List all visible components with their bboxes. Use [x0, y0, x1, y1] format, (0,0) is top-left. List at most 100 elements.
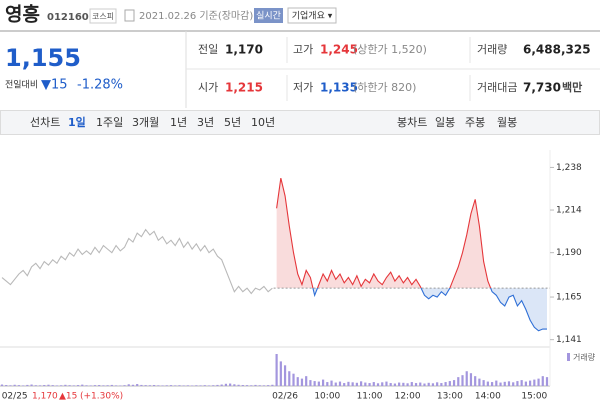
tab[interactable]: 1주일	[96, 115, 123, 129]
realtime-badge[interactable]	[254, 8, 283, 23]
y-tick-label: 1,214	[556, 206, 582, 216]
volume-bar	[461, 375, 464, 386]
volume-bar	[0, 384, 4, 386]
volume-bar	[385, 381, 388, 386]
volume-bar	[47, 384, 50, 386]
x-tick-label: 14:00	[475, 392, 501, 402]
stock-code: 012160	[47, 12, 89, 23]
volume-bar	[127, 384, 130, 386]
volume-bar	[444, 382, 447, 386]
volume-bar	[51, 385, 54, 386]
volume-bar	[241, 385, 244, 386]
tab[interactable]: 1년	[170, 116, 187, 129]
prev-change: ▲15	[59, 392, 77, 402]
volume-bar	[157, 385, 160, 386]
price-line	[276, 177, 547, 332]
volume-bar	[457, 377, 460, 386]
y-tick-label: 1,141	[556, 335, 582, 345]
volume-bar	[123, 385, 126, 386]
volume-bar	[233, 384, 236, 386]
volume-bar	[393, 383, 397, 386]
volume-bar	[292, 373, 295, 386]
volume-bar	[220, 384, 223, 386]
area-fill	[276, 178, 547, 331]
stock-name: 영흥	[5, 3, 40, 26]
date: 2021.02.26 기준(장마감)	[139, 10, 253, 22]
change: ▼15	[41, 78, 68, 93]
stat-label: 전일	[198, 42, 218, 56]
volume-bar	[452, 380, 456, 386]
volume-bar	[372, 382, 375, 386]
volume-bar	[410, 382, 413, 386]
volume-bar	[64, 384, 67, 386]
change-label: 전일대비	[5, 80, 38, 91]
x-tick-label: 10:00	[314, 392, 340, 402]
volume-bar	[144, 385, 147, 386]
volume-bar	[55, 385, 59, 386]
realtime-label[interactable]: 실시간	[256, 11, 281, 22]
volume-bar	[360, 381, 363, 386]
volume-bar	[262, 385, 266, 386]
volume-bar	[423, 383, 426, 386]
tab[interactable]: 월봉	[497, 116, 517, 129]
stat-label: 거래대금	[477, 81, 517, 94]
volume-bar	[499, 382, 502, 386]
tab[interactable]: 3개월	[132, 116, 159, 129]
volume-bar	[389, 383, 392, 386]
market-badge	[89, 8, 117, 24]
volume-bar	[321, 379, 325, 386]
volume-bar	[152, 385, 156, 386]
volume-bar	[212, 385, 215, 386]
overview-label[interactable]: 기업개요 ▾	[292, 11, 333, 22]
volume-bar	[495, 380, 498, 386]
tab[interactable]: 1일	[68, 115, 86, 129]
volume-bar	[305, 376, 308, 386]
volume-bar	[381, 382, 384, 386]
stat-value: 1,245	[320, 43, 358, 57]
stat-value: 1,135	[320, 81, 358, 95]
prev-rate: (+1.30%)	[80, 392, 123, 402]
volume-bar	[490, 382, 494, 386]
volume-bar	[38, 385, 42, 386]
volume-bar	[537, 378, 540, 386]
volume-bar	[398, 382, 401, 386]
volume-bar	[427, 382, 430, 386]
x-tick-label: 13:00	[437, 392, 463, 402]
volume-bar	[245, 385, 249, 386]
stat-label: 고가	[293, 43, 313, 56]
stat-unit: 백만	[562, 80, 582, 94]
volume-bar	[469, 373, 473, 386]
volume-bar	[114, 385, 118, 386]
volume-bar	[406, 383, 409, 386]
x-tick-label: 11:00	[357, 392, 383, 402]
volume-bar	[355, 382, 358, 386]
tab[interactable]: 일봉	[435, 115, 455, 129]
volume-bar	[507, 381, 511, 386]
volume-bar	[529, 380, 532, 386]
tab[interactable]: 주봉	[465, 116, 485, 129]
price-line	[1, 228, 273, 295]
volume-bar	[533, 379, 536, 386]
volume-bar	[178, 385, 181, 386]
volume-bar	[516, 381, 519, 386]
x-tick-label: 15:00	[521, 392, 547, 402]
tab-group-label: 선차트	[30, 116, 60, 129]
volume-bar	[68, 385, 71, 386]
tab[interactable]: 5년	[224, 116, 241, 129]
overview-dropdown[interactable]	[287, 7, 337, 24]
volume-bar	[275, 354, 278, 386]
volume-bar	[271, 384, 274, 386]
volume-bar	[541, 376, 544, 386]
volume-bar	[148, 385, 151, 386]
volume-bar	[203, 385, 206, 386]
volume-bar	[199, 385, 202, 386]
volume-bar	[338, 381, 342, 386]
volume-bar	[288, 371, 291, 386]
volume-bar	[106, 385, 109, 386]
tab[interactable]: 3년	[197, 116, 214, 129]
tab[interactable]: 10년	[251, 116, 275, 129]
volume-bar	[191, 385, 194, 386]
volume-bar	[330, 380, 333, 386]
volume-bar	[254, 384, 257, 386]
volume-bar	[351, 382, 354, 386]
